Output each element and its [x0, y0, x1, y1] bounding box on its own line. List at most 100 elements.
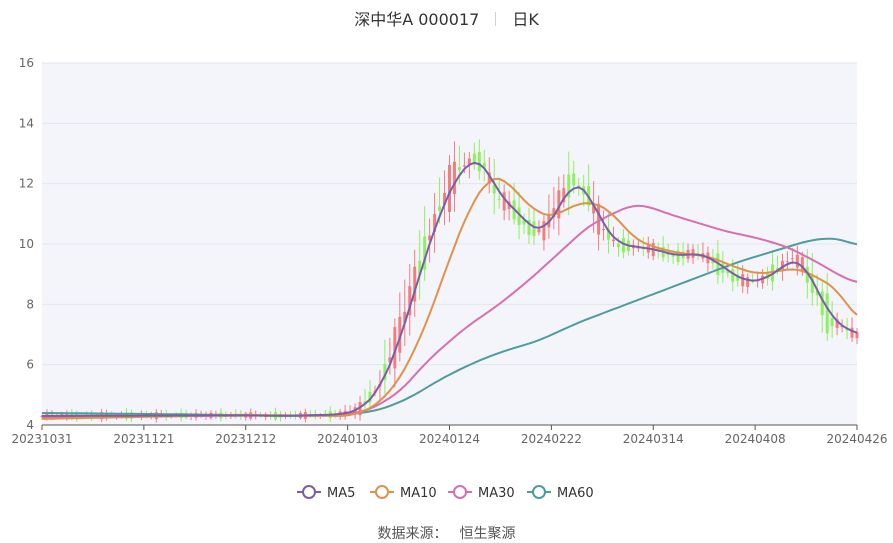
- candle-body: [383, 363, 387, 380]
- candle-body: [393, 327, 397, 369]
- candle-body: [805, 266, 809, 283]
- candle-body: [567, 174, 571, 198]
- x-tick-label: 20231031: [11, 432, 72, 446]
- legend-marker: [375, 485, 389, 499]
- candle-body: [467, 158, 471, 166]
- candle-body: [423, 236, 427, 270]
- candle-body: [741, 274, 745, 287]
- legend-marker: [453, 485, 467, 499]
- candle-body: [612, 239, 615, 242]
- x-tick-label: 20240314: [623, 432, 684, 446]
- candle-body: [462, 165, 466, 167]
- x-axis: 20231031 20231121 20231212 20240103 20240124…: [11, 424, 888, 446]
- candle-body: [482, 162, 486, 168]
- candle-body: [542, 221, 546, 241]
- period-label[interactable]: 日K: [512, 10, 539, 29]
- candle-body: [428, 235, 432, 241]
- candle-body: [443, 192, 447, 206]
- candle-body: [726, 270, 730, 274]
- candle-body: [433, 213, 437, 232]
- source-label: 数据来源：: [377, 526, 448, 542]
- candle-body: [850, 327, 854, 338]
- candle-body: [696, 253, 700, 255]
- candle-body: [815, 290, 819, 296]
- candle-body: [790, 258, 794, 260]
- x-tick-label: 20240222: [521, 432, 582, 446]
- legend-label: MA30: [478, 486, 515, 501]
- candle-body: [527, 220, 531, 235]
- chart-header: 深中华A 000017 日K: [0, 6, 893, 30]
- candle-body: [736, 274, 740, 281]
- candle-body: [388, 357, 392, 363]
- x-tick-label: 20240426: [826, 432, 887, 446]
- legend-marker: [302, 485, 316, 499]
- candle-body: [552, 208, 556, 218]
- candle-body: [368, 391, 372, 403]
- y-tick-label: 12: [19, 177, 34, 191]
- candle-body: [532, 221, 536, 237]
- candle-body: [602, 229, 606, 231]
- y-tick-label: 10: [19, 237, 34, 251]
- candle-body: [855, 332, 859, 339]
- candle-body: [448, 164, 451, 212]
- x-tick-label: 20240408: [725, 432, 786, 446]
- x-tick-label: 20231212: [215, 432, 276, 446]
- legend-label: MA5: [327, 486, 355, 501]
- candle-body: [597, 203, 601, 235]
- moving-average-lines: [41, 161, 858, 420]
- candle-body: [616, 243, 620, 248]
- candle-body: [497, 198, 501, 200]
- candle-body: [557, 190, 561, 219]
- candle-body: [562, 188, 566, 203]
- y-tick-label: 4: [26, 418, 34, 432]
- candle-body: [418, 260, 422, 275]
- x-tick-label: 20240103: [317, 432, 378, 446]
- candle-body: [810, 274, 814, 293]
- candle-body: [522, 219, 526, 225]
- candle-body: [457, 167, 461, 171]
- x-tick-label: 20231121: [113, 432, 174, 446]
- legend: MA5 MA10 MA30 MA60: [297, 485, 594, 501]
- y-tick-label: 6: [26, 358, 34, 372]
- candle-body: [413, 266, 417, 302]
- ma-line-ma5: [42, 161, 858, 417]
- candle-body: [472, 153, 476, 165]
- candle-body: [800, 257, 804, 272]
- candle-body: [676, 250, 680, 262]
- candle-body: [492, 184, 496, 194]
- kline-chart: 4 6 8 10 12 14 16 20231031 20231121 20231212 2024…: [11, 56, 888, 501]
- data-source: 数据来源： 恒生聚源: [0, 523, 893, 543]
- candle-body: [408, 286, 412, 316]
- candle-body: [835, 319, 839, 328]
- candle-body: [830, 317, 834, 327]
- legend-label: MA10: [400, 486, 437, 501]
- candle-body: [477, 151, 481, 172]
- candle-body: [621, 237, 625, 253]
- candle-body: [403, 311, 407, 323]
- candle-body: [572, 173, 576, 186]
- candle-body: [592, 203, 596, 214]
- y-axis: 4 6 8 10 12 14 16: [19, 56, 34, 432]
- chart-title: 深中华A 000017: [354, 10, 480, 29]
- candle-body: [358, 402, 362, 416]
- candle-body: [537, 229, 541, 233]
- header-separator: [495, 12, 497, 26]
- candle-body: [785, 261, 789, 263]
- candle-body: [438, 206, 442, 211]
- source-name: 恒生聚源: [459, 526, 516, 542]
- legend-marker: [532, 485, 546, 499]
- candle-body: [487, 172, 491, 184]
- candle-body: [746, 277, 750, 288]
- ma-line-ma60: [42, 237, 858, 417]
- candle-body: [780, 260, 784, 271]
- x-tick-label: 20240124: [419, 432, 480, 446]
- candle-body: [671, 253, 675, 257]
- candle-body: [607, 229, 611, 240]
- y-tick-label: 14: [19, 116, 34, 130]
- y-tick-label: 8: [26, 297, 34, 311]
- legend-label: MA60: [557, 486, 594, 501]
- candle-body: [795, 254, 799, 268]
- candle-body: [452, 161, 456, 195]
- y-tick-label: 16: [19, 56, 34, 70]
- candle-body: [825, 293, 829, 334]
